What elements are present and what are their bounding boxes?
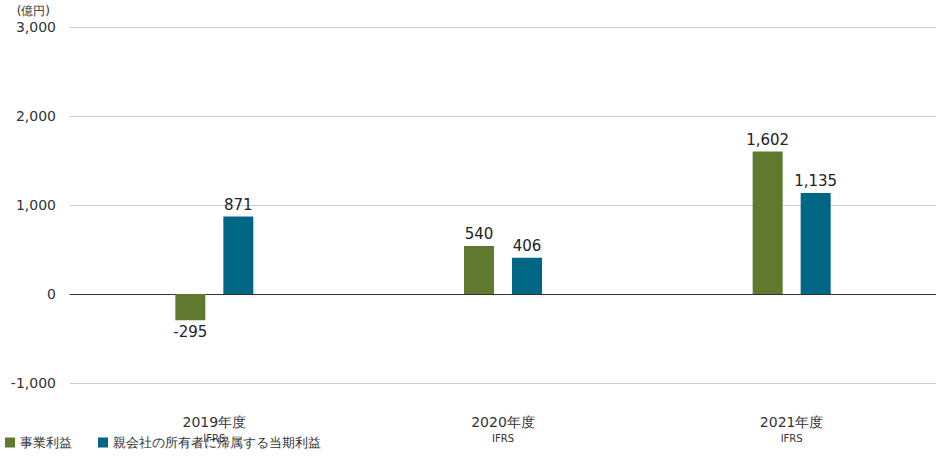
svg-text:-295: -295 [173,323,207,341]
svg-text:IFRS: IFRS [492,433,514,444]
svg-text:540: 540 [465,225,494,243]
svg-text:3,000: 3,000 [16,19,56,35]
svg-text:2020年度: 2020年度 [471,414,535,430]
svg-text:(億円): (億円) [17,4,50,18]
svg-text:1,602: 1,602 [746,131,789,149]
svg-text:2021年度: 2021年度 [760,414,824,430]
svg-text:0: 0 [47,286,56,302]
svg-text:871: 871 [224,196,253,214]
svg-text:親会社の所有者に帰属する当期利益: 親会社の所有者に帰属する当期利益 [113,435,321,450]
svg-text:1,000: 1,000 [16,197,56,213]
svg-text:IFRS: IFRS [781,433,803,444]
svg-text:2,000: 2,000 [16,108,56,124]
svg-text:-1,000: -1,000 [11,375,56,391]
svg-text:事業利益: 事業利益 [20,435,72,450]
svg-text:406: 406 [513,237,542,255]
svg-text:1,135: 1,135 [794,172,837,190]
svg-text:2019年度: 2019年度 [183,414,247,430]
